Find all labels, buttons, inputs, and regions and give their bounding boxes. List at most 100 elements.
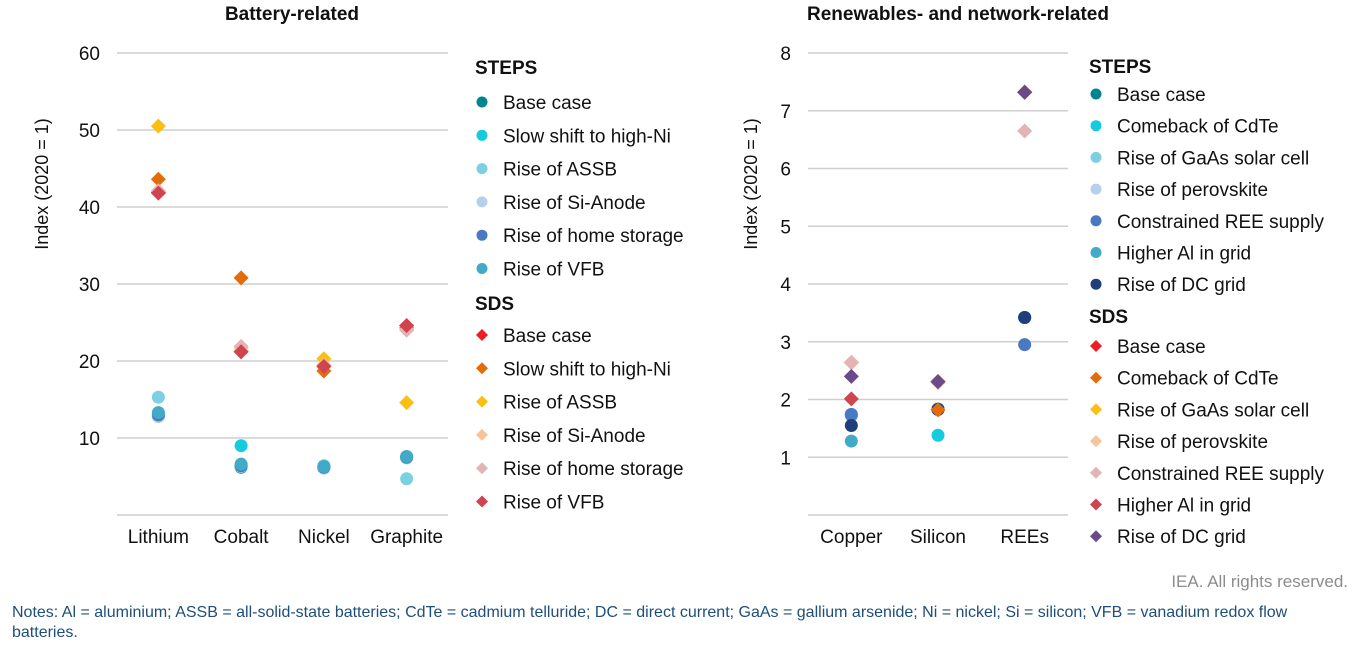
- panel2-legend-label: Rise of GaAs solar cell: [1117, 400, 1309, 421]
- panel1-legend-label: Rise of Si-Anode: [503, 426, 646, 447]
- panel2-sds-point: [930, 402, 946, 418]
- panel2-legend-marker: [1090, 498, 1102, 511]
- panel1-legend-marker: [476, 96, 488, 108]
- panel2-legend-group-title: SDS: [1089, 307, 1128, 328]
- panel1-legend-marker: [476, 428, 488, 441]
- panel1-legend-marker: [476, 129, 488, 141]
- panel1-legend-marker: [476, 329, 488, 341]
- panel2-legend-label: Base case: [1117, 337, 1206, 358]
- panel2-sds-point: [843, 355, 859, 371]
- panel1-legend-label: Rise of VFB: [503, 260, 604, 281]
- panel2-y-tick-label: 3: [780, 333, 791, 354]
- panel2-legend-marker: [1090, 466, 1102, 479]
- panel2-sds-point: [1017, 84, 1033, 100]
- panel2-legend-marker: [1090, 88, 1102, 100]
- panel1-y-axis-label: Index (2020 = 1): [32, 118, 52, 250]
- panel2-legend-label: Rise of perovskite: [1117, 180, 1268, 201]
- panel1-legend-label: Rise of Si-Anode: [503, 193, 646, 214]
- panel1-x-tick-label: Graphite: [370, 527, 443, 548]
- panel2-y-tick-label: 7: [780, 102, 791, 123]
- panel1-y-tick-label: 20: [79, 352, 100, 373]
- panel2-legend-marker: [1090, 278, 1102, 290]
- panel1-sds-point: [233, 344, 249, 360]
- panel2-steps-point: [931, 428, 945, 442]
- panel2-x-tick-label: Silicon: [910, 527, 966, 548]
- panel2-legend-marker: [1090, 371, 1102, 384]
- panel1-legend-label: Rise of ASSB: [503, 393, 617, 414]
- panel2-y-tick-label: 5: [780, 217, 791, 238]
- panel2-legend-label: Constrained REE supply: [1117, 212, 1324, 233]
- panel1-chart-title: Battery-related: [225, 4, 359, 25]
- panel2-legend-marker: [1090, 403, 1102, 416]
- panel1-legend-label: Rise of ASSB: [503, 160, 617, 181]
- panel1-legend-marker: [476, 163, 488, 175]
- panel1-sds-point: [399, 318, 415, 334]
- panel1-legend-label: Base case: [503, 326, 592, 347]
- panel2-legend-label: Constrained REE supply: [1117, 464, 1324, 485]
- panel1-sds-point: [150, 185, 166, 201]
- panel1-legend-label: Rise of home storage: [503, 459, 684, 480]
- panel1-steps-point: [400, 472, 414, 486]
- panel2-steps-point: [844, 408, 858, 422]
- panel2-y-tick-label: 1: [780, 448, 791, 469]
- panel1-sds-point: [316, 358, 332, 374]
- panel2-y-tick-label: 8: [780, 44, 791, 65]
- panel2-legend-marker: [1090, 183, 1102, 195]
- panel1-steps-point: [151, 406, 165, 420]
- panel2-sds-point: [843, 391, 859, 407]
- panel1-y-tick-label: 60: [79, 44, 100, 65]
- panel1-steps-point: [317, 459, 331, 473]
- panel1-y-tick-label: 30: [79, 275, 100, 296]
- panel1-y-tick-label: 50: [79, 121, 100, 142]
- panel2-sds-point: [843, 368, 859, 384]
- panel2-y-tick-label: 4: [780, 275, 791, 296]
- panel2-x-tick-label: REEs: [1000, 527, 1049, 548]
- panel2-steps-point: [844, 418, 858, 432]
- panel2-legend-marker: [1090, 151, 1102, 163]
- panel2-legend-label: Rise of GaAs solar cell: [1117, 148, 1309, 169]
- panel1-steps-point: [234, 457, 248, 471]
- panel2-legend-marker: [1090, 435, 1102, 448]
- panel1-legend-label: Rise of VFB: [503, 493, 604, 514]
- panel1-legend-label: Rise of home storage: [503, 226, 684, 247]
- panel2-legend-label: Higher Al in grid: [1117, 496, 1251, 517]
- panel1-y-tick-label: 40: [79, 198, 100, 219]
- panel2-y-tick-label: 6: [780, 160, 791, 181]
- panel1-legend-label: Base case: [503, 93, 592, 114]
- panel1-x-tick-label: Nickel: [298, 527, 350, 548]
- panel2-legend-marker: [1090, 120, 1102, 132]
- panel1-x-tick-label: Lithium: [128, 527, 189, 548]
- panel2-legend-marker: [1090, 340, 1102, 352]
- panel1-sds-point: [150, 118, 166, 134]
- panel1-legend-marker: [476, 495, 488, 508]
- panel1-legend-marker: [476, 229, 488, 241]
- panel2-legend-label: Higher Al in grid: [1117, 244, 1251, 265]
- panel1-legend-label: Slow shift to high-Ni: [503, 359, 671, 380]
- panel2-steps-point: [1018, 310, 1032, 324]
- panel2-steps-point: [1018, 338, 1032, 352]
- panel1-legend-label: Slow shift to high-Ni: [503, 126, 671, 147]
- panel2-sds-point: [930, 374, 946, 390]
- panel1-x-tick-label: Cobalt: [214, 527, 270, 548]
- panel1-legend-marker: [476, 395, 488, 408]
- notes-text: Notes: Al = aluminium; ASSB = all-solid-…: [12, 604, 1288, 641]
- panel1-legend-marker: [476, 462, 488, 475]
- panel2-legend-label: Rise of perovskite: [1117, 432, 1268, 453]
- panel2-chart-title: Renewables- and network-related: [807, 4, 1109, 25]
- panel1-steps-point: [234, 439, 248, 453]
- panel2-y-axis-label: Index (2020 = 1): [741, 118, 761, 250]
- panel1-steps-point: [151, 390, 165, 404]
- panel2-sds-point: [1017, 123, 1033, 139]
- panel2-legend-label: Comeback of CdTe: [1117, 369, 1279, 390]
- panel2-legend-group-title: STEPS: [1089, 57, 1151, 78]
- panel2-legend-marker: [1090, 530, 1102, 543]
- panel2-legend-marker: [1090, 247, 1102, 258]
- panel1-legend-group-title: STEPS: [475, 58, 537, 79]
- panel2-y-tick-label: 2: [780, 391, 791, 412]
- panel2-legend-label: Comeback of CdTe: [1117, 117, 1279, 138]
- panel1-sds-point: [233, 270, 249, 286]
- panel2-legend-label: Rise of DC grid: [1117, 275, 1246, 296]
- panel1-legend-marker: [476, 196, 488, 208]
- panel1-legend-marker: [476, 263, 488, 274]
